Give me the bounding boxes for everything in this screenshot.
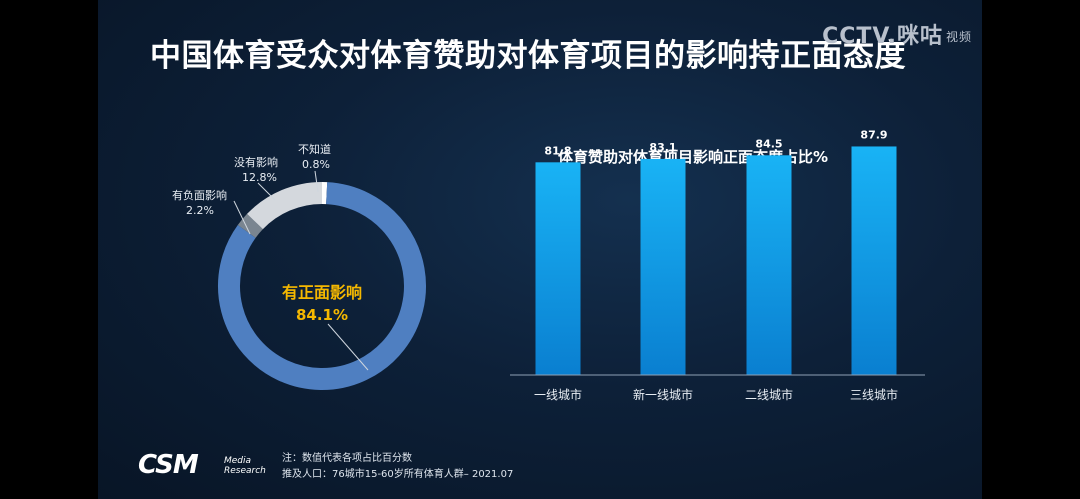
label-positive-name: 有正面影响 [282, 283, 362, 302]
leader-line-positive [327, 323, 369, 371]
leader-line-negative [233, 200, 251, 235]
bar-value-label-4: 87.9 [860, 128, 887, 141]
footnotes: 注：数值代表各项占比百分数 推及人口：76城市15-60岁所有体育人群– 202… [282, 451, 513, 483]
bar-2 [640, 158, 686, 375]
csm-sub-line2: Research [224, 466, 266, 476]
bar-value-label-2: 83.1 [649, 141, 676, 154]
label-no-effect-name: 没有影响 [234, 155, 278, 169]
bar-category-label-4: 三线城市 [850, 387, 898, 402]
bar-1 [535, 162, 581, 375]
leader-line-unknown [314, 170, 319, 193]
donut-slice-no-effect [247, 182, 323, 230]
csm-logo-subtitle: Media Research [224, 456, 266, 476]
footnote-1: 注：数值代表各项占比百分数 [282, 453, 412, 464]
csm-sub-line1: Media [224, 456, 252, 466]
bar-category-label-1: 一线城市 [534, 387, 582, 402]
donut-slice-negative [237, 213, 264, 239]
leader-line-no-effect [257, 182, 276, 201]
donut-slice-positive [218, 182, 426, 390]
label-no-effect-value: 12.8% [242, 171, 277, 184]
donut-arcs [218, 182, 426, 390]
label-negative-value: 2.2% [186, 204, 214, 217]
bar-4 [851, 146, 897, 375]
bar-value-label-1: 81.8 [544, 144, 571, 157]
csm-logo: CSM [138, 450, 199, 480]
bar-3 [746, 155, 792, 375]
footnote-2: 推及人口：76城市15-60岁所有体育人群– 2021.07 [282, 469, 514, 480]
bar-category-label-3: 二线城市 [745, 387, 793, 402]
logo-cctv-text: CCTV. [822, 24, 897, 49]
label-negative-name: 有负面影响 [172, 188, 227, 202]
label-unknown-value: 0.8% [302, 158, 330, 171]
bar-category-label-2: 新一线城市 [633, 387, 693, 402]
page-title: 中国体育受众对体育赞助对体育项目的影响持正面态度 [150, 38, 906, 74]
label-unknown-name: 不知道 [298, 142, 331, 156]
label-positive-value: 84.1% [296, 306, 348, 324]
bar-group: 81.8 一线城市 83.1 新一线城市 84.5 二线城市 87.9 三线城市 [534, 128, 898, 402]
bar-value-label-3: 84.5 [755, 137, 782, 150]
logo-migu-text: 咪咕 [896, 24, 943, 49]
